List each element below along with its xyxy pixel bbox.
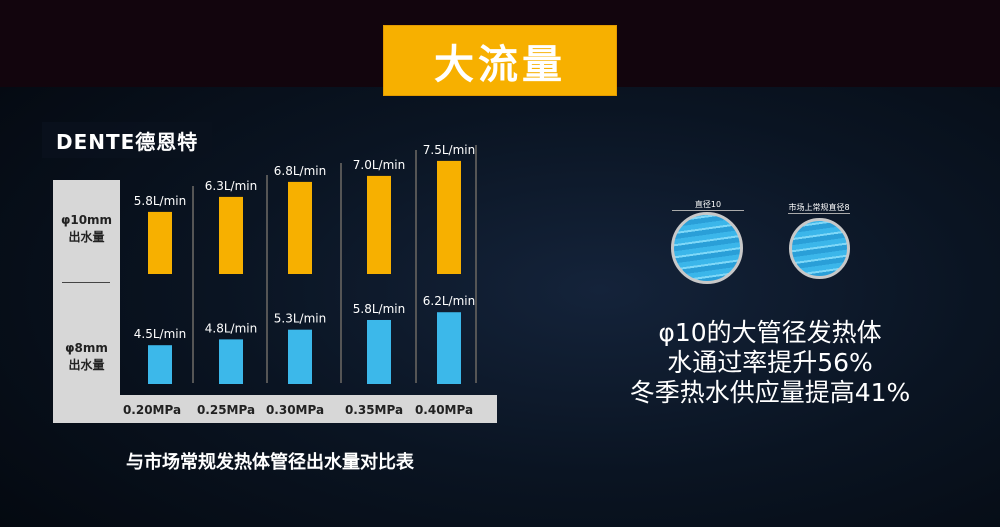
claims: φ10的大管径发热体 水通过率提升56% 冬季热水供应量提高41% [600,318,940,408]
x-tick-label: 0.40MPa [415,403,473,417]
brand-logo: DENTE德恩特 [42,122,212,158]
data-label: 6.2L/min [423,294,475,308]
pipe-cross-section-8mm [789,218,850,279]
bar-phi8 [219,339,243,384]
bar-phi8 [288,329,312,384]
category-axis-strip [53,395,497,423]
row-label-line: φ8mm [65,341,108,355]
row-label-column [53,180,120,423]
data-label: 6.8L/min [274,164,326,178]
bar-phi10 [437,160,461,274]
data-label: 6.3L/min [205,179,257,193]
row-label-line: φ10mm [60,213,113,227]
claim-line: φ10的大管径发热体 [658,318,882,347]
chart-caption: 与市场常规发热体管径出水量对比表 [126,452,414,473]
pipe-cross-section-10mm [671,212,743,284]
x-tick-label: 0.30MPa [266,403,324,417]
data-label: 5.8L/min [353,302,405,316]
row-divider [62,282,110,283]
page-title: 大流量 [383,25,617,96]
bar-phi8 [367,319,391,384]
data-label: 5.3L/min [274,312,326,326]
x-tick-label: 0.20MPa [123,403,181,417]
x-tick-label: 0.35MPa [345,403,403,417]
data-label: 7.5L/min [423,143,475,157]
row-label-line: 出水量 [68,230,105,244]
x-tick-label: 0.25MPa [197,403,255,417]
data-label: 4.5L/min [134,327,186,341]
bar-phi8 [437,312,461,384]
row-label-phi8: φ8mm 出水量 [53,340,120,374]
bar-phi8 [148,345,172,384]
bar-phi10 [367,175,391,274]
row-label-line: 出水量 [68,358,105,372]
data-label: 5.8L/min [134,194,186,208]
circle-label-8: 市场上常规直径8 [788,203,850,214]
bar-phi10 [219,196,243,274]
circle-label-10: 直径10 [672,199,744,211]
bar-phi10 [288,181,312,274]
claim-line: 冬季热水供应量提高41% [629,378,911,407]
data-label: 7.0L/min [353,158,405,172]
bar-phi10 [148,211,172,274]
row-label-phi10: φ10mm 出水量 [53,212,120,246]
claim-line: 水通过率提升56% [667,348,873,377]
data-label: 4.8L/min [205,321,257,335]
